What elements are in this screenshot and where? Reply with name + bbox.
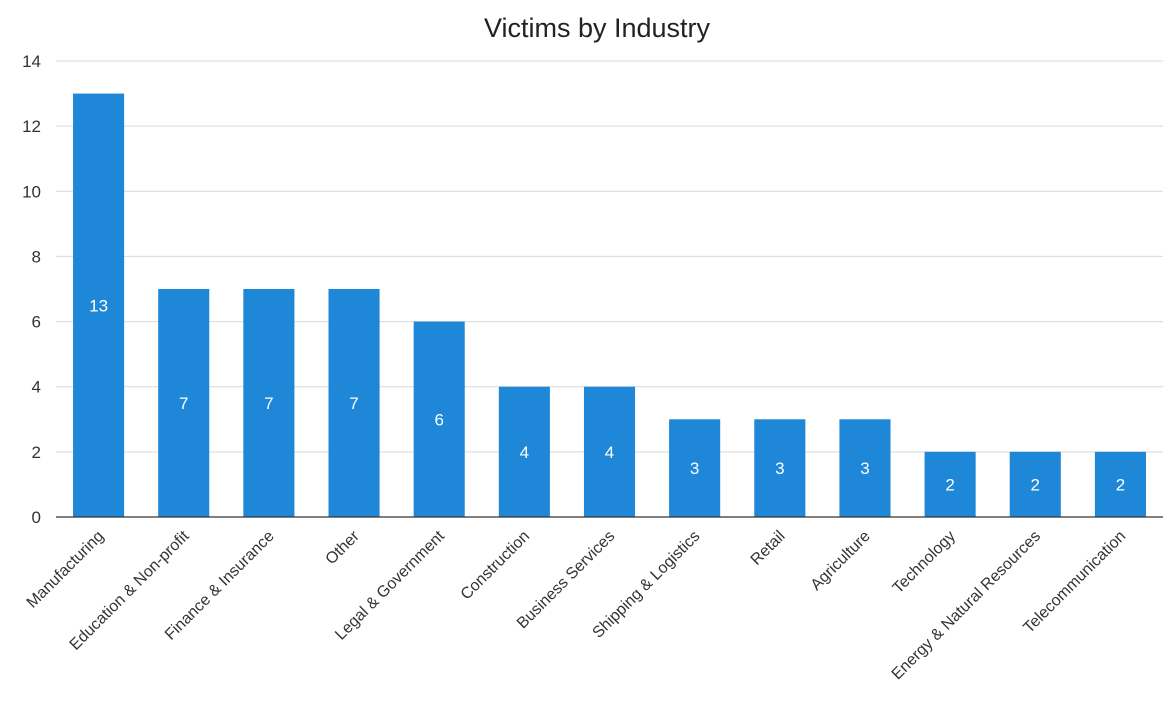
data-label: 13	[89, 296, 108, 315]
bar	[1009, 451, 1061, 517]
data-label: 4	[605, 443, 614, 462]
data-label: 3	[860, 459, 869, 478]
bar	[669, 419, 721, 517]
data-label: 7	[264, 394, 273, 413]
y-tick-label: 12	[22, 117, 41, 136]
data-label: 4	[520, 443, 529, 462]
x-tick-label: Energy & Natural Resources	[889, 528, 1044, 683]
y-tick-label: 2	[32, 443, 41, 462]
x-tick-label: Technology	[890, 528, 959, 597]
bar	[754, 419, 806, 517]
data-label: 2	[945, 475, 954, 494]
data-label: 3	[690, 459, 699, 478]
y-tick-label: 14	[22, 52, 41, 71]
bar	[328, 289, 380, 517]
data-label: 2	[1031, 475, 1040, 494]
data-labels: 13 7 7 7 6 4 4 3 3 3 2 2 2	[89, 296, 1125, 494]
bars	[73, 93, 1146, 518]
data-label: 7	[179, 394, 188, 413]
x-tick-label: Construction	[458, 528, 534, 604]
bar	[498, 386, 550, 517]
y-tick-label: 10	[22, 182, 41, 201]
x-tick-label: Retail	[748, 528, 789, 569]
data-label: 2	[1116, 475, 1125, 494]
data-label: 3	[775, 459, 784, 478]
gridlines	[56, 60, 1163, 453]
x-tick-label: Other	[323, 527, 364, 568]
bar	[158, 289, 210, 517]
bar	[413, 321, 465, 517]
y-tick-label: 8	[32, 247, 41, 266]
chart-title: Victims by Industry	[484, 13, 711, 43]
data-label: 7	[349, 394, 358, 413]
y-axis-ticks: 0 2 4 6 8 10 12 14	[22, 52, 41, 527]
bar	[1094, 451, 1146, 517]
data-label: 6	[434, 410, 443, 429]
y-tick-label: 4	[32, 378, 41, 397]
bar	[924, 451, 976, 517]
y-tick-label: 0	[32, 508, 41, 527]
bar	[243, 289, 295, 517]
x-tick-label: Agriculture	[808, 528, 874, 594]
bar	[73, 93, 125, 518]
bar	[583, 386, 636, 517]
y-tick-label: 6	[32, 313, 41, 332]
bar	[839, 419, 891, 517]
x-tick-label: Manufacturing	[24, 528, 108, 612]
